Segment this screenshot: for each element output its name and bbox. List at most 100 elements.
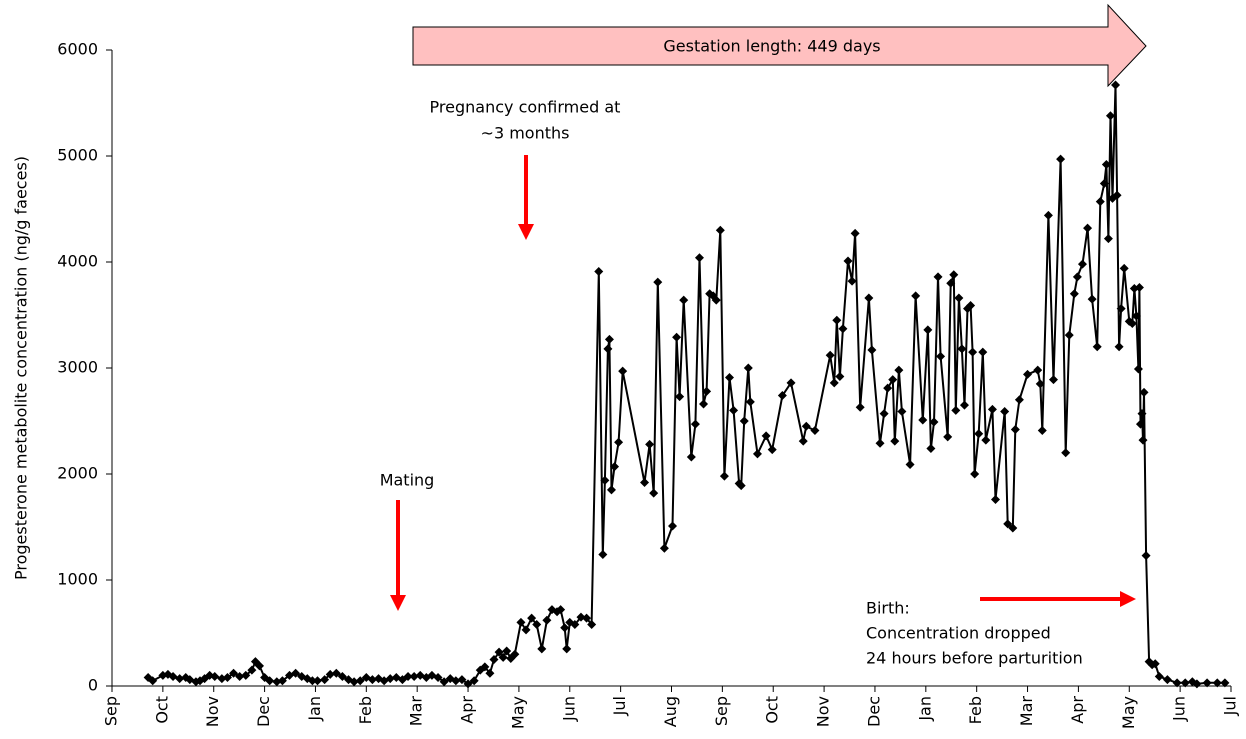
data-point [325, 669, 335, 679]
data-point [587, 620, 597, 630]
data-point [890, 436, 900, 446]
data-point [1111, 80, 1121, 90]
data-point [1010, 424, 1020, 434]
data-point [968, 347, 978, 357]
data-point [1134, 282, 1144, 292]
data-point [810, 426, 820, 436]
data-point [702, 386, 712, 396]
x-tick-label: Jun [1170, 696, 1189, 722]
data-point [987, 404, 997, 414]
data-point [905, 459, 915, 469]
data-point [719, 471, 729, 481]
data-point [409, 671, 419, 681]
data-point [1192, 679, 1202, 689]
data-point [1095, 197, 1105, 207]
data-point [1103, 234, 1113, 244]
data-point [911, 291, 921, 301]
data-point [222, 673, 232, 683]
x-tick-label: Jan [915, 696, 934, 722]
data-point [349, 677, 359, 687]
gestation-arrow [412, 3, 1147, 88]
data-point [385, 674, 395, 684]
data-point [1202, 678, 1212, 688]
y-tick-label: 2000 [57, 464, 98, 483]
data-point [1114, 342, 1124, 352]
data-point [847, 276, 857, 286]
data-point [1048, 375, 1058, 385]
data-point [739, 416, 749, 426]
data-point [618, 366, 628, 376]
data-point [832, 315, 842, 325]
data-point [600, 475, 610, 485]
data-point [777, 391, 787, 401]
data-point [502, 646, 512, 656]
data-point [1087, 294, 1097, 304]
data-point [954, 293, 964, 303]
data-point [829, 378, 839, 388]
data-point [668, 521, 678, 531]
data-point [743, 363, 753, 373]
x-tick-label: Mar [1017, 696, 1036, 727]
data-line [147, 84, 1225, 686]
data-point [1069, 289, 1079, 299]
data-point [1072, 272, 1082, 282]
data-point [801, 421, 811, 431]
data-point [594, 267, 604, 277]
data-point [403, 671, 413, 681]
data-point [610, 462, 620, 472]
annotation: Pregnancy confirmed at [430, 98, 621, 117]
data-point [981, 435, 991, 445]
x-tick-label: Apr [1068, 696, 1087, 724]
y-tick-label: 6000 [57, 40, 98, 59]
data-point [1137, 409, 1147, 419]
data-point [767, 445, 777, 455]
x-tick-label: Jul [1221, 696, 1240, 716]
data-point [883, 383, 893, 393]
data-point [959, 400, 969, 410]
data-point [649, 488, 659, 498]
data-point [933, 272, 943, 282]
data-point [433, 673, 443, 683]
y-axis-label: Progesterone metabolite concentration (n… [12, 156, 31, 580]
data-point [1154, 671, 1164, 681]
data-point [1077, 259, 1087, 269]
data-point [1092, 342, 1102, 352]
data-point [331, 668, 341, 678]
x-tick-label: Aug [661, 696, 680, 727]
data-point [715, 225, 725, 235]
data-point [991, 494, 1001, 504]
data-point [835, 371, 845, 381]
data-point [894, 365, 904, 375]
data-point [1127, 318, 1137, 328]
data-point [1037, 426, 1047, 436]
x-tick-label: Jul [610, 696, 629, 716]
data-point [247, 665, 257, 675]
x-tick-label: May [1119, 696, 1138, 729]
x-tick-label: Feb [966, 696, 985, 724]
data-point [1000, 406, 1010, 416]
data-point [786, 378, 796, 388]
data-point [537, 644, 547, 654]
data-point [1138, 435, 1148, 445]
data-point [485, 668, 495, 678]
data-point [603, 344, 613, 354]
data-point [711, 295, 721, 305]
data-point [439, 677, 449, 687]
data-point [864, 293, 874, 303]
data-point [489, 655, 499, 664]
data-point [672, 332, 682, 342]
annotation: Birth: [866, 599, 910, 618]
data-point [1141, 551, 1151, 561]
data-point [875, 438, 885, 448]
data-point [926, 444, 936, 454]
data-point [850, 228, 860, 238]
data-point [1180, 678, 1190, 688]
data-point [570, 620, 580, 630]
data-point [675, 392, 685, 402]
data-point [576, 612, 586, 622]
x-tick-label: Jan [305, 696, 324, 722]
data-point [1150, 659, 1160, 669]
data-point [798, 436, 808, 446]
data-point [686, 452, 696, 462]
